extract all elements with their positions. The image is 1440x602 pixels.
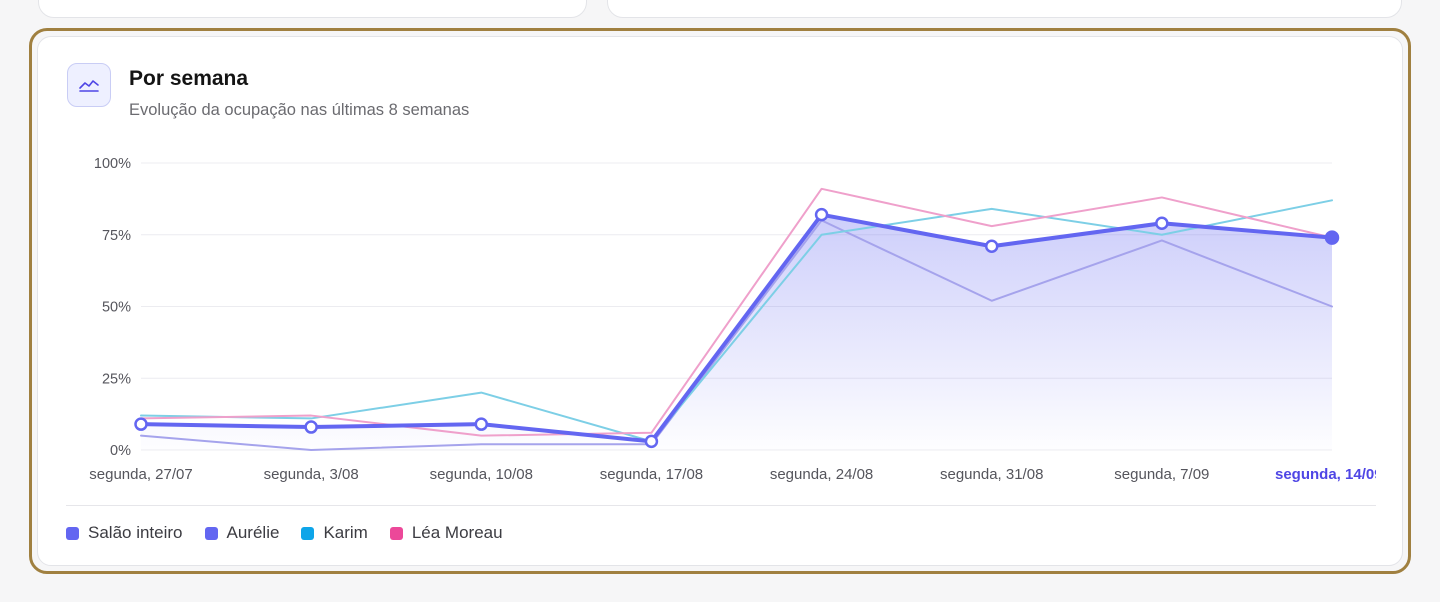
chart-legend: Salão inteiro Aurélie Karim Léa Moreau: [66, 523, 525, 543]
x-tick-label[interactable]: segunda, 27/07: [89, 466, 192, 483]
x-tick-label[interactable]: segunda, 24/08: [770, 466, 873, 483]
y-tick-label: 0%: [110, 443, 131, 459]
data-point-salao-inteiro[interactable]: [814, 207, 829, 222]
series-line-l-a-moreau: [140, 187, 1333, 437]
legend-item-salao-inteiro[interactable]: Salão inteiro: [66, 523, 183, 543]
x-tick-label[interactable]: segunda, 7/09: [1114, 466, 1209, 483]
data-point-salao-inteiro[interactable]: [984, 239, 999, 253]
legend-label: Karim: [323, 523, 368, 542]
weekly-occupancy-card: Por semana Evolução da ocupação nas últi…: [37, 36, 1403, 566]
x-tick-label[interactable]: segunda, 3/08: [264, 466, 359, 483]
previous-card-left: [38, 0, 587, 18]
y-tick-label: 25%: [102, 371, 131, 387]
previous-card-right: [607, 0, 1402, 18]
x-tick-label[interactable]: segunda, 17/08: [600, 466, 703, 483]
x-tick-label[interactable]: segunda, 14/09: [1275, 466, 1383, 483]
data-point-salao-inteiro[interactable]: [474, 417, 489, 431]
occupancy-line-chart: 100% 75% 50% 25% 0% segunda, 27/07 segunda, 3…: [89, 156, 1383, 483]
card-subtitle: Evolução da ocupação nas últimas 8 seman…: [129, 101, 470, 119]
data-point-salao-inteiro[interactable]: [1324, 230, 1340, 245]
data-point-salao-inteiro[interactable]: [1155, 216, 1169, 231]
card-title: Por semana: [129, 67, 249, 90]
legend-label: Aurélie: [226, 523, 280, 542]
data-point-salao-inteiro[interactable]: [644, 434, 659, 449]
legend-item-karim[interactable]: Karim: [301, 523, 368, 543]
legend-swatch-aurelie: [204, 526, 218, 540]
y-tick-label: 100%: [94, 156, 131, 172]
legend-swatch-karim: [301, 526, 315, 540]
series-line-karim: [140, 199, 1333, 443]
data-point-salao-inteiro[interactable]: [304, 420, 318, 434]
x-tick-label[interactable]: segunda, 10/08: [430, 466, 533, 483]
legend-label: Salão inteiro: [88, 523, 183, 542]
legend-divider: [66, 505, 1376, 506]
legend-swatch-salao-inteiro: [66, 526, 79, 540]
legend-swatch-lea-moreau: [389, 526, 403, 540]
y-tick-label: 75%: [102, 228, 131, 244]
x-tick-label[interactable]: segunda, 31/08: [940, 466, 1043, 483]
legend-item-lea-moreau[interactable]: Léa Moreau: [389, 523, 503, 543]
series-line-sal-o-inteiro: [139, 212, 1334, 444]
series-line-aur-lie: [140, 219, 1333, 451]
legend-item-aurelie[interactable]: Aurélie: [204, 523, 280, 543]
line-chart-icon: [67, 63, 111, 107]
data-point-salao-inteiro[interactable]: [134, 417, 148, 431]
y-tick-label: 50%: [102, 300, 131, 316]
focus-highlight-frame: [29, 28, 1411, 574]
legend-label: Léa Moreau: [411, 523, 503, 542]
